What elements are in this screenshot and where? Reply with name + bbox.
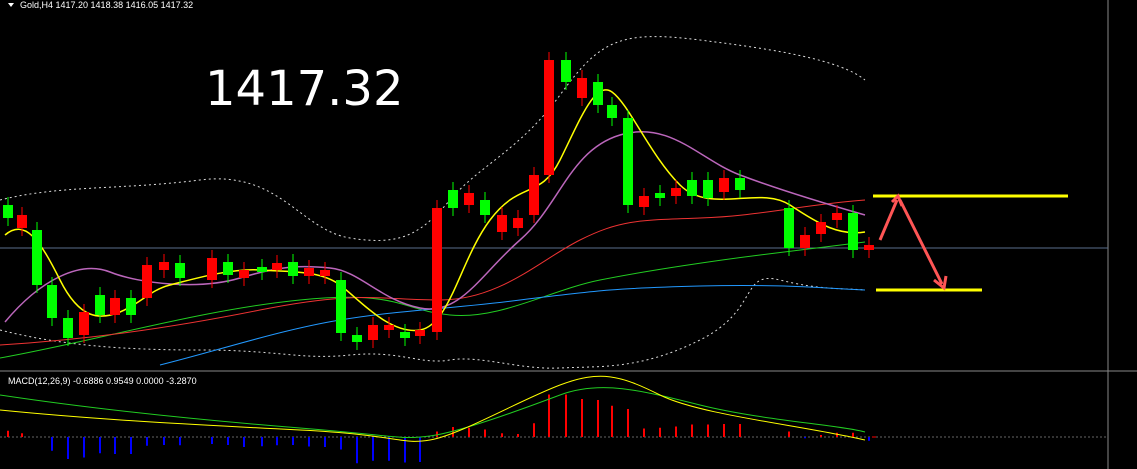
candle-body bbox=[400, 332, 410, 338]
candle-body bbox=[480, 200, 490, 215]
candle-body bbox=[239, 270, 249, 278]
candle-body bbox=[784, 208, 794, 248]
candle-body bbox=[832, 213, 842, 220]
candle-body bbox=[3, 205, 13, 218]
candle-body bbox=[47, 285, 57, 318]
candle-body bbox=[257, 267, 267, 272]
candle-body bbox=[623, 118, 633, 205]
candle-body bbox=[432, 208, 442, 332]
candle-body bbox=[223, 262, 233, 275]
candle-body bbox=[687, 180, 697, 196]
candle-body bbox=[336, 280, 346, 333]
direction-arrows bbox=[878, 193, 948, 291]
candle-body bbox=[110, 298, 120, 315]
candle-body bbox=[63, 318, 73, 338]
ma-green bbox=[0, 241, 866, 359]
candle-body bbox=[17, 215, 27, 228]
candle-body bbox=[464, 193, 474, 205]
candle-body bbox=[544, 60, 554, 175]
candle-body bbox=[207, 258, 217, 280]
candle-body bbox=[272, 263, 282, 270]
candle-body bbox=[142, 265, 152, 298]
candle-body bbox=[368, 325, 378, 340]
candle-body bbox=[79, 312, 89, 335]
candle-body bbox=[159, 262, 169, 270]
candle-body bbox=[384, 325, 394, 330]
candle-body bbox=[320, 270, 330, 276]
candle-body bbox=[639, 196, 649, 207]
candle-body bbox=[719, 178, 729, 192]
bollinger-lower bbox=[0, 278, 866, 369]
candle-body bbox=[864, 245, 874, 250]
candle-body bbox=[800, 235, 810, 248]
price-label: 1417.32 bbox=[205, 61, 404, 117]
candle-body bbox=[95, 295, 105, 315]
candle-body bbox=[671, 188, 681, 196]
candle-body bbox=[848, 213, 858, 250]
candle-body bbox=[577, 78, 587, 98]
ma-blue bbox=[159, 284, 866, 366]
ma-red bbox=[0, 199, 866, 346]
candle-body bbox=[655, 193, 665, 198]
candle-body bbox=[304, 268, 314, 276]
candle-body bbox=[561, 60, 571, 82]
candle-body bbox=[703, 180, 713, 198]
candle-body bbox=[593, 82, 603, 105]
macd-header: MACD(12,26,9) -0.6886 0.9549 0.0000 -3.2… bbox=[8, 376, 197, 386]
candle-body bbox=[448, 190, 458, 208]
candle-body bbox=[32, 230, 42, 285]
macd-main bbox=[0, 375, 866, 442]
candle-body bbox=[607, 105, 617, 118]
menu-arrow[interactable] bbox=[8, 3, 14, 7]
candle-body bbox=[175, 263, 185, 278]
candle-body bbox=[352, 335, 362, 342]
candle-body bbox=[735, 178, 745, 190]
chart-header: Gold,H4 1417.20 1418.38 1416.05 1417.32 bbox=[20, 0, 193, 10]
ma-yellow bbox=[4, 89, 866, 332]
candle-body bbox=[529, 175, 539, 215]
candle-body bbox=[513, 218, 523, 228]
candle-body bbox=[497, 215, 507, 232]
candle-body bbox=[816, 222, 826, 234]
candle-body bbox=[415, 330, 425, 336]
candle-body bbox=[126, 298, 136, 315]
candle-body bbox=[288, 262, 298, 276]
